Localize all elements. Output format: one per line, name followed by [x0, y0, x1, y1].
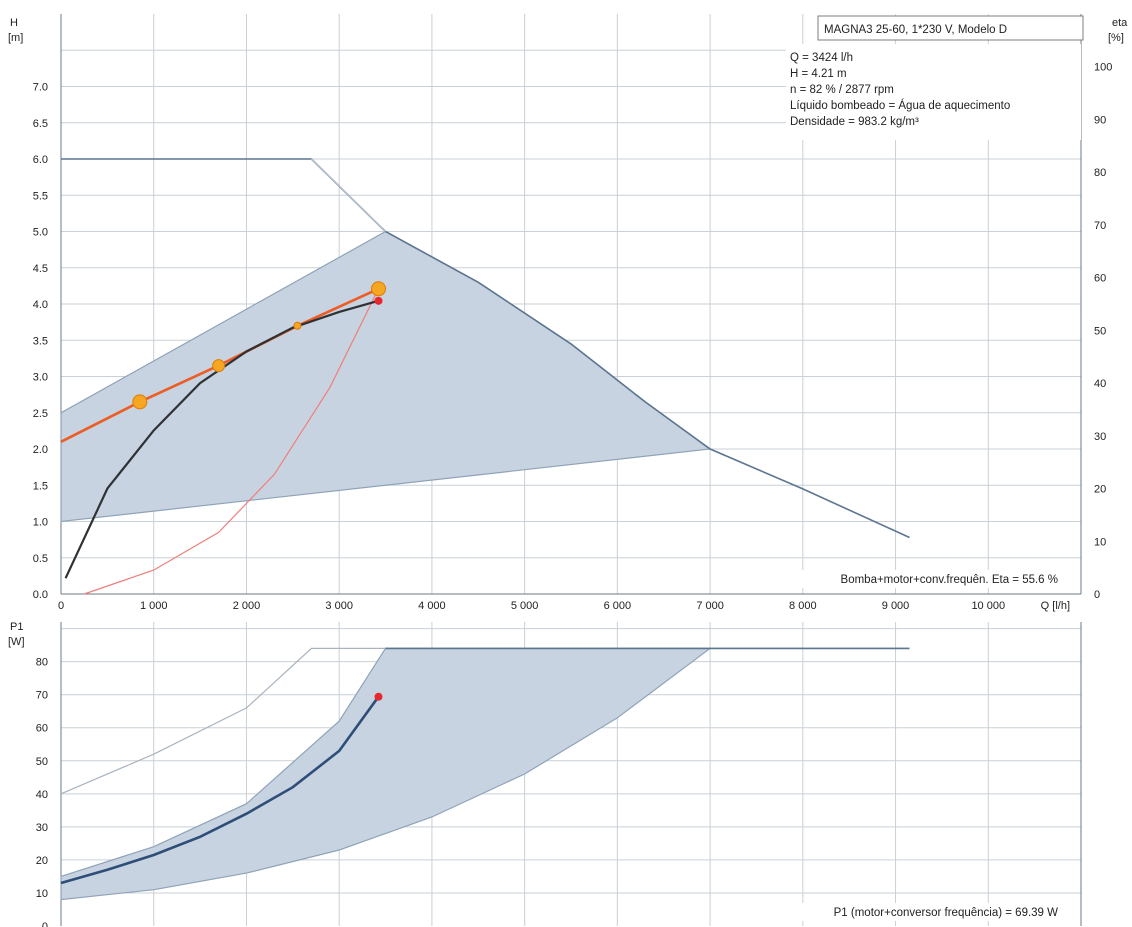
info-line: Líquido bombeado = Água de aquecimento	[790, 99, 1010, 112]
y-tick-label: 6.5	[33, 118, 48, 130]
y2-tick-label: 10	[1094, 536, 1106, 548]
control-point-marker	[370, 281, 386, 297]
y2-tick-label: 80	[1094, 167, 1106, 179]
power-y-tick-label: 30	[36, 822, 48, 834]
y-axis-label: H	[10, 17, 18, 29]
title-box	[817, 15, 1084, 41]
x-tick-label: 8 000	[789, 600, 817, 612]
power-y-tick-label: 0	[42, 921, 48, 927]
y2-tick-label: 90	[1094, 114, 1106, 126]
y2-tick-label: 20	[1094, 484, 1106, 496]
y-tick-label: 3.5	[33, 335, 48, 347]
x-tick-label: 0	[58, 600, 64, 612]
y-tick-label: 1.0	[33, 517, 48, 529]
max-head-curve-knee	[310, 158, 386, 232]
y-tick-label: 3.0	[33, 372, 48, 384]
footer-note-background	[770, 570, 1070, 588]
power-y-tick-label: 50	[36, 756, 48, 768]
y-tick-label: 0.0	[33, 589, 48, 601]
x-tick-label: 3 000	[325, 600, 353, 612]
power-y-tick-label: 40	[36, 789, 48, 801]
y-tick-label: 5.0	[33, 227, 48, 239]
power-y-tick-label: 20	[36, 855, 48, 867]
y2-tick-label: 0	[1094, 589, 1100, 601]
info-line: n = 82 % / 2877 rpm	[790, 84, 894, 96]
control-point-marker	[132, 394, 148, 410]
y-axis-unit: [m]	[8, 32, 23, 44]
eta-duty-point	[374, 296, 383, 305]
y2-tick-label: 40	[1094, 378, 1106, 390]
y-tick-label: 1.5	[33, 480, 48, 492]
power-chart-panel: 0 10 20 30 40 50 60 70 80 P1 [W] P1 (motor+converso…	[8, 621, 1082, 927]
power-note: P1 (motor+conversor frequência) = 69.39 …	[834, 907, 1059, 919]
x-tick-label: 4 000	[418, 600, 446, 612]
info-line: Densidade = 983.2 kg/m³	[790, 116, 919, 128]
x-tick-label: 1 000	[140, 600, 168, 612]
y-tick-label: 6.0	[33, 154, 48, 166]
y-tick-label: 4.5	[33, 263, 48, 275]
power-note-background	[748, 903, 1068, 921]
y2-tick-label: 100	[1094, 62, 1112, 74]
control-point-marker	[212, 359, 226, 373]
info-line: H = 4.21 m	[790, 68, 847, 80]
y2-tick-label: 30	[1094, 431, 1106, 443]
power-y-tick-label: 70	[36, 690, 48, 702]
y2-axis-unit: [%]	[1108, 32, 1124, 44]
y-tick-label: 0.5	[33, 553, 48, 565]
x-tick-label: 6 000	[604, 600, 632, 612]
x-tick-label: 10 000	[971, 600, 1005, 612]
power-y-tick-label: 10	[36, 888, 48, 900]
power-duty-point	[374, 692, 383, 701]
y-tick-label: 4.0	[33, 299, 48, 311]
y2-tick-label: 50	[1094, 325, 1106, 337]
x-tick-label: 5 000	[511, 600, 539, 612]
head-chart-panel: 0.0 0.5 1.0 1.5 2.0 2.5 3.0 3.5 4.0 4.5 5.0 5.5 6.0 6…	[8, 14, 1128, 612]
y-tick-label: 7.0	[33, 82, 48, 94]
power-y-tick-label: 80	[36, 657, 48, 669]
info-block-background	[786, 44, 1081, 140]
x-axis-label: Q [l/h]	[1041, 600, 1070, 612]
y-tick-label: 5.5	[33, 190, 48, 202]
x-tick-label: 2 000	[233, 600, 261, 612]
y2-axis-label: eta	[1112, 17, 1128, 29]
y-tick-label: 2.0	[33, 444, 48, 456]
control-point-marker	[293, 321, 302, 330]
power-operating-region	[60, 647, 712, 901]
x-tick-label: 7 000	[696, 600, 724, 612]
y2-tick-label: 60	[1094, 273, 1106, 285]
power-y-axis-unit: [W]	[8, 636, 25, 648]
system-curve	[84, 288, 380, 595]
y2-tick-label: 70	[1094, 220, 1106, 232]
chart-title: MAGNA3 25-60, 1*230 V, Modelo D	[824, 24, 1007, 36]
y-tick-label: 2.5	[33, 408, 48, 420]
x-tick-label: 9 000	[882, 600, 910, 612]
efficiency-note: Bomba+motor+conv.frequên. Eta = 55.6 %	[841, 574, 1058, 586]
power-y-tick-label: 60	[36, 723, 48, 735]
power-y-axis-label: P1	[10, 621, 23, 633]
info-line: Q = 3424 l/h	[790, 52, 853, 64]
power-duty-curve	[60, 695, 380, 885]
